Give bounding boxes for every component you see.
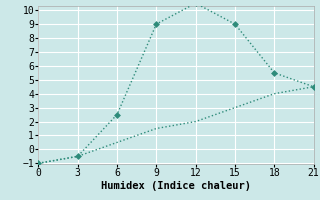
X-axis label: Humidex (Indice chaleur): Humidex (Indice chaleur) (101, 181, 251, 191)
